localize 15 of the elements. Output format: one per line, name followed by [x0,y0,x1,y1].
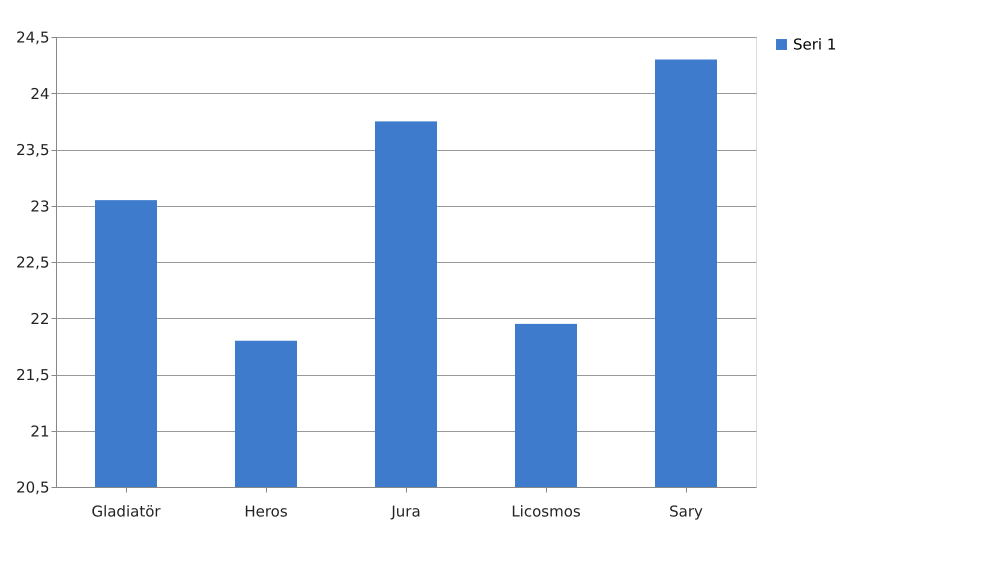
y-tick-label: 23,5 [16,141,50,159]
x-tick-label: Gladiatör [91,502,162,520]
y-tick-label: 23 [30,197,50,216]
y-tick-label: 20,5 [16,478,50,496]
y-tick-label: 21 [30,422,50,440]
x-tick-label: Sary [669,502,703,520]
x-tick-label: Jura [390,502,421,520]
x-tick-label: Heros [244,502,288,520]
x-tick-label: Licosmos [511,502,581,520]
y-tick-label: 22 [30,310,50,328]
y-tick-label: 21,5 [16,366,50,384]
legend-label: Seri 1 [793,36,836,54]
y-tick-label: 24 [30,84,50,103]
y-tick-label: 22,5 [16,254,50,272]
y-tick-label: 24,5 [16,28,50,46]
